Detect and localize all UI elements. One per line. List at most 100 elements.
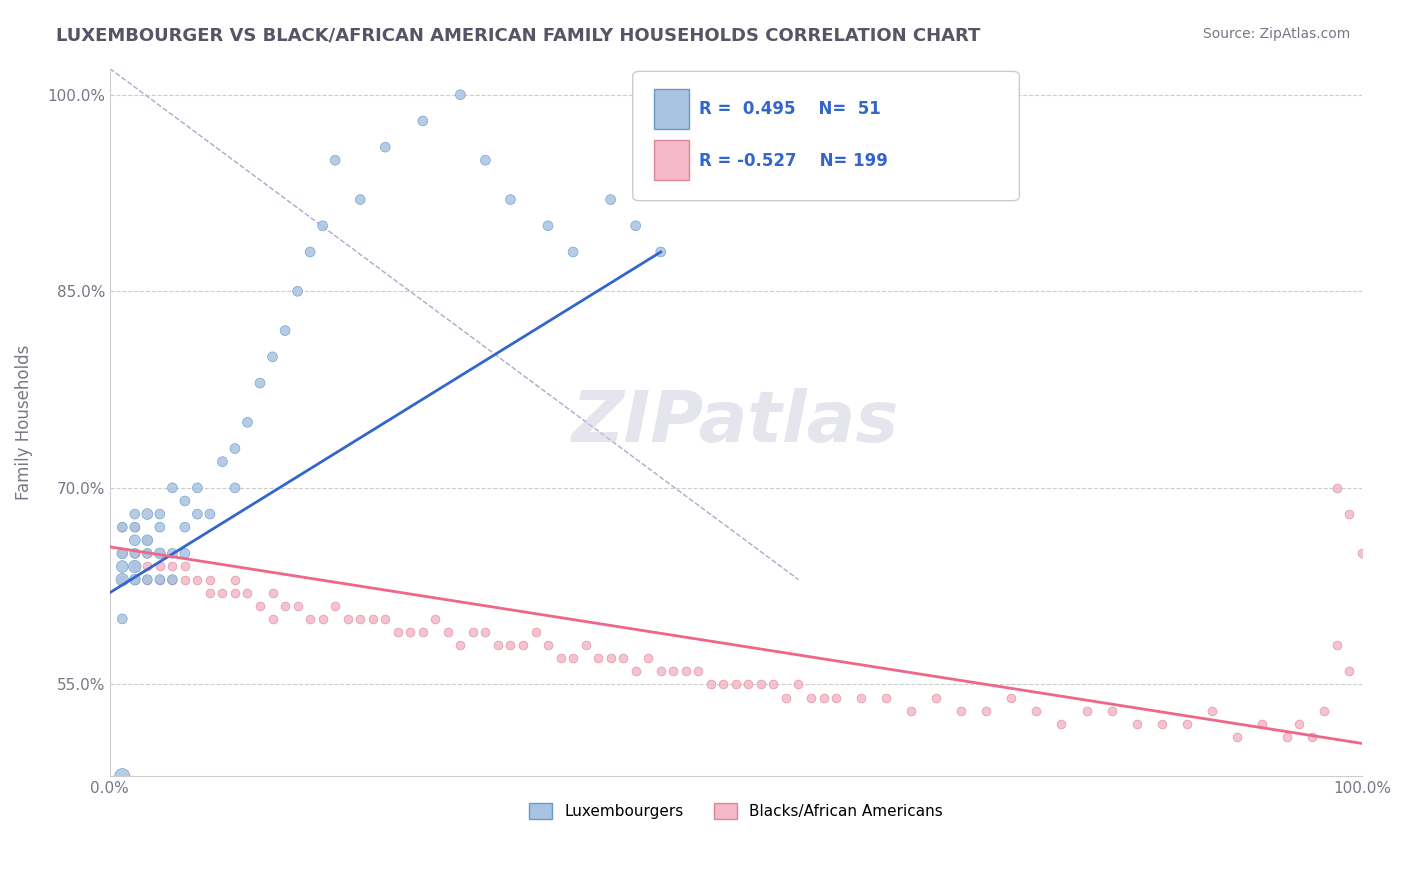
- Point: [136, 573, 159, 587]
- Point: [224, 585, 246, 599]
- Point: [211, 585, 233, 599]
- Point: [173, 520, 195, 534]
- Point: [800, 690, 823, 705]
- Point: [486, 638, 509, 652]
- Point: [537, 219, 560, 233]
- Point: [562, 244, 585, 259]
- Point: [136, 507, 159, 521]
- Point: [162, 481, 184, 495]
- Point: [1175, 716, 1198, 731]
- Point: [1326, 481, 1348, 495]
- Point: [274, 324, 297, 338]
- Point: [124, 573, 146, 587]
- Point: [875, 690, 897, 705]
- Point: [111, 612, 134, 626]
- Point: [224, 481, 246, 495]
- Point: [1339, 507, 1361, 521]
- Point: [162, 546, 184, 560]
- Point: [111, 573, 134, 587]
- Point: [186, 507, 208, 521]
- Point: [624, 219, 647, 233]
- Point: [361, 612, 384, 626]
- Point: [249, 376, 271, 390]
- Point: [1339, 665, 1361, 679]
- Point: [124, 507, 146, 521]
- Point: [675, 665, 697, 679]
- Point: [900, 704, 922, 718]
- Point: [711, 677, 734, 691]
- Y-axis label: Family Households: Family Households: [15, 344, 32, 500]
- Point: [562, 651, 585, 665]
- Point: [124, 573, 146, 587]
- Point: [136, 546, 159, 560]
- Point: [111, 769, 134, 783]
- Point: [136, 559, 159, 574]
- Point: [599, 651, 621, 665]
- Point: [111, 520, 134, 534]
- Point: [299, 612, 322, 626]
- Point: [236, 415, 259, 429]
- Point: [162, 573, 184, 587]
- Point: [624, 665, 647, 679]
- Point: [412, 114, 434, 128]
- Point: [173, 559, 195, 574]
- Point: [412, 625, 434, 640]
- Point: [186, 573, 208, 587]
- Point: [813, 690, 835, 705]
- Point: [311, 219, 333, 233]
- Point: [925, 690, 948, 705]
- Point: [274, 599, 297, 613]
- Point: [775, 690, 797, 705]
- Point: [236, 585, 259, 599]
- Point: [550, 651, 572, 665]
- Point: [724, 677, 747, 691]
- Point: [336, 612, 359, 626]
- Point: [323, 599, 346, 613]
- Point: [512, 638, 534, 652]
- Point: [249, 599, 271, 613]
- Point: [399, 625, 422, 640]
- Point: [149, 573, 172, 587]
- Point: [637, 651, 659, 665]
- Point: [124, 520, 146, 534]
- Point: [311, 612, 333, 626]
- Point: [211, 455, 233, 469]
- Point: [136, 546, 159, 560]
- Point: [287, 599, 309, 613]
- Legend: Luxembourgers, Blacks/African Americans: Luxembourgers, Blacks/African Americans: [523, 797, 949, 825]
- Point: [688, 665, 710, 679]
- Point: [449, 87, 471, 102]
- Point: [950, 704, 973, 718]
- Point: [111, 559, 134, 574]
- Point: [149, 520, 172, 534]
- Point: [1025, 704, 1047, 718]
- Point: [349, 193, 371, 207]
- Point: [1275, 730, 1298, 744]
- Point: [349, 612, 371, 626]
- Point: [1351, 546, 1374, 560]
- Point: [149, 507, 172, 521]
- Point: [224, 442, 246, 456]
- Point: [1201, 704, 1223, 718]
- Point: [1050, 716, 1073, 731]
- Point: [111, 546, 134, 560]
- Text: R =  0.495    N=  51: R = 0.495 N= 51: [699, 100, 880, 118]
- Point: [186, 481, 208, 495]
- Point: [162, 559, 184, 574]
- Point: [700, 677, 723, 691]
- Point: [173, 494, 195, 508]
- Point: [262, 612, 284, 626]
- Point: [762, 677, 785, 691]
- Point: [499, 638, 522, 652]
- Point: [111, 546, 134, 560]
- Point: [374, 612, 396, 626]
- Point: [111, 520, 134, 534]
- Point: [136, 533, 159, 548]
- Point: [586, 651, 609, 665]
- Point: [524, 625, 547, 640]
- Point: [1076, 704, 1098, 718]
- Point: [287, 285, 309, 299]
- Point: [173, 546, 195, 560]
- Point: [124, 559, 146, 574]
- Point: [461, 625, 484, 640]
